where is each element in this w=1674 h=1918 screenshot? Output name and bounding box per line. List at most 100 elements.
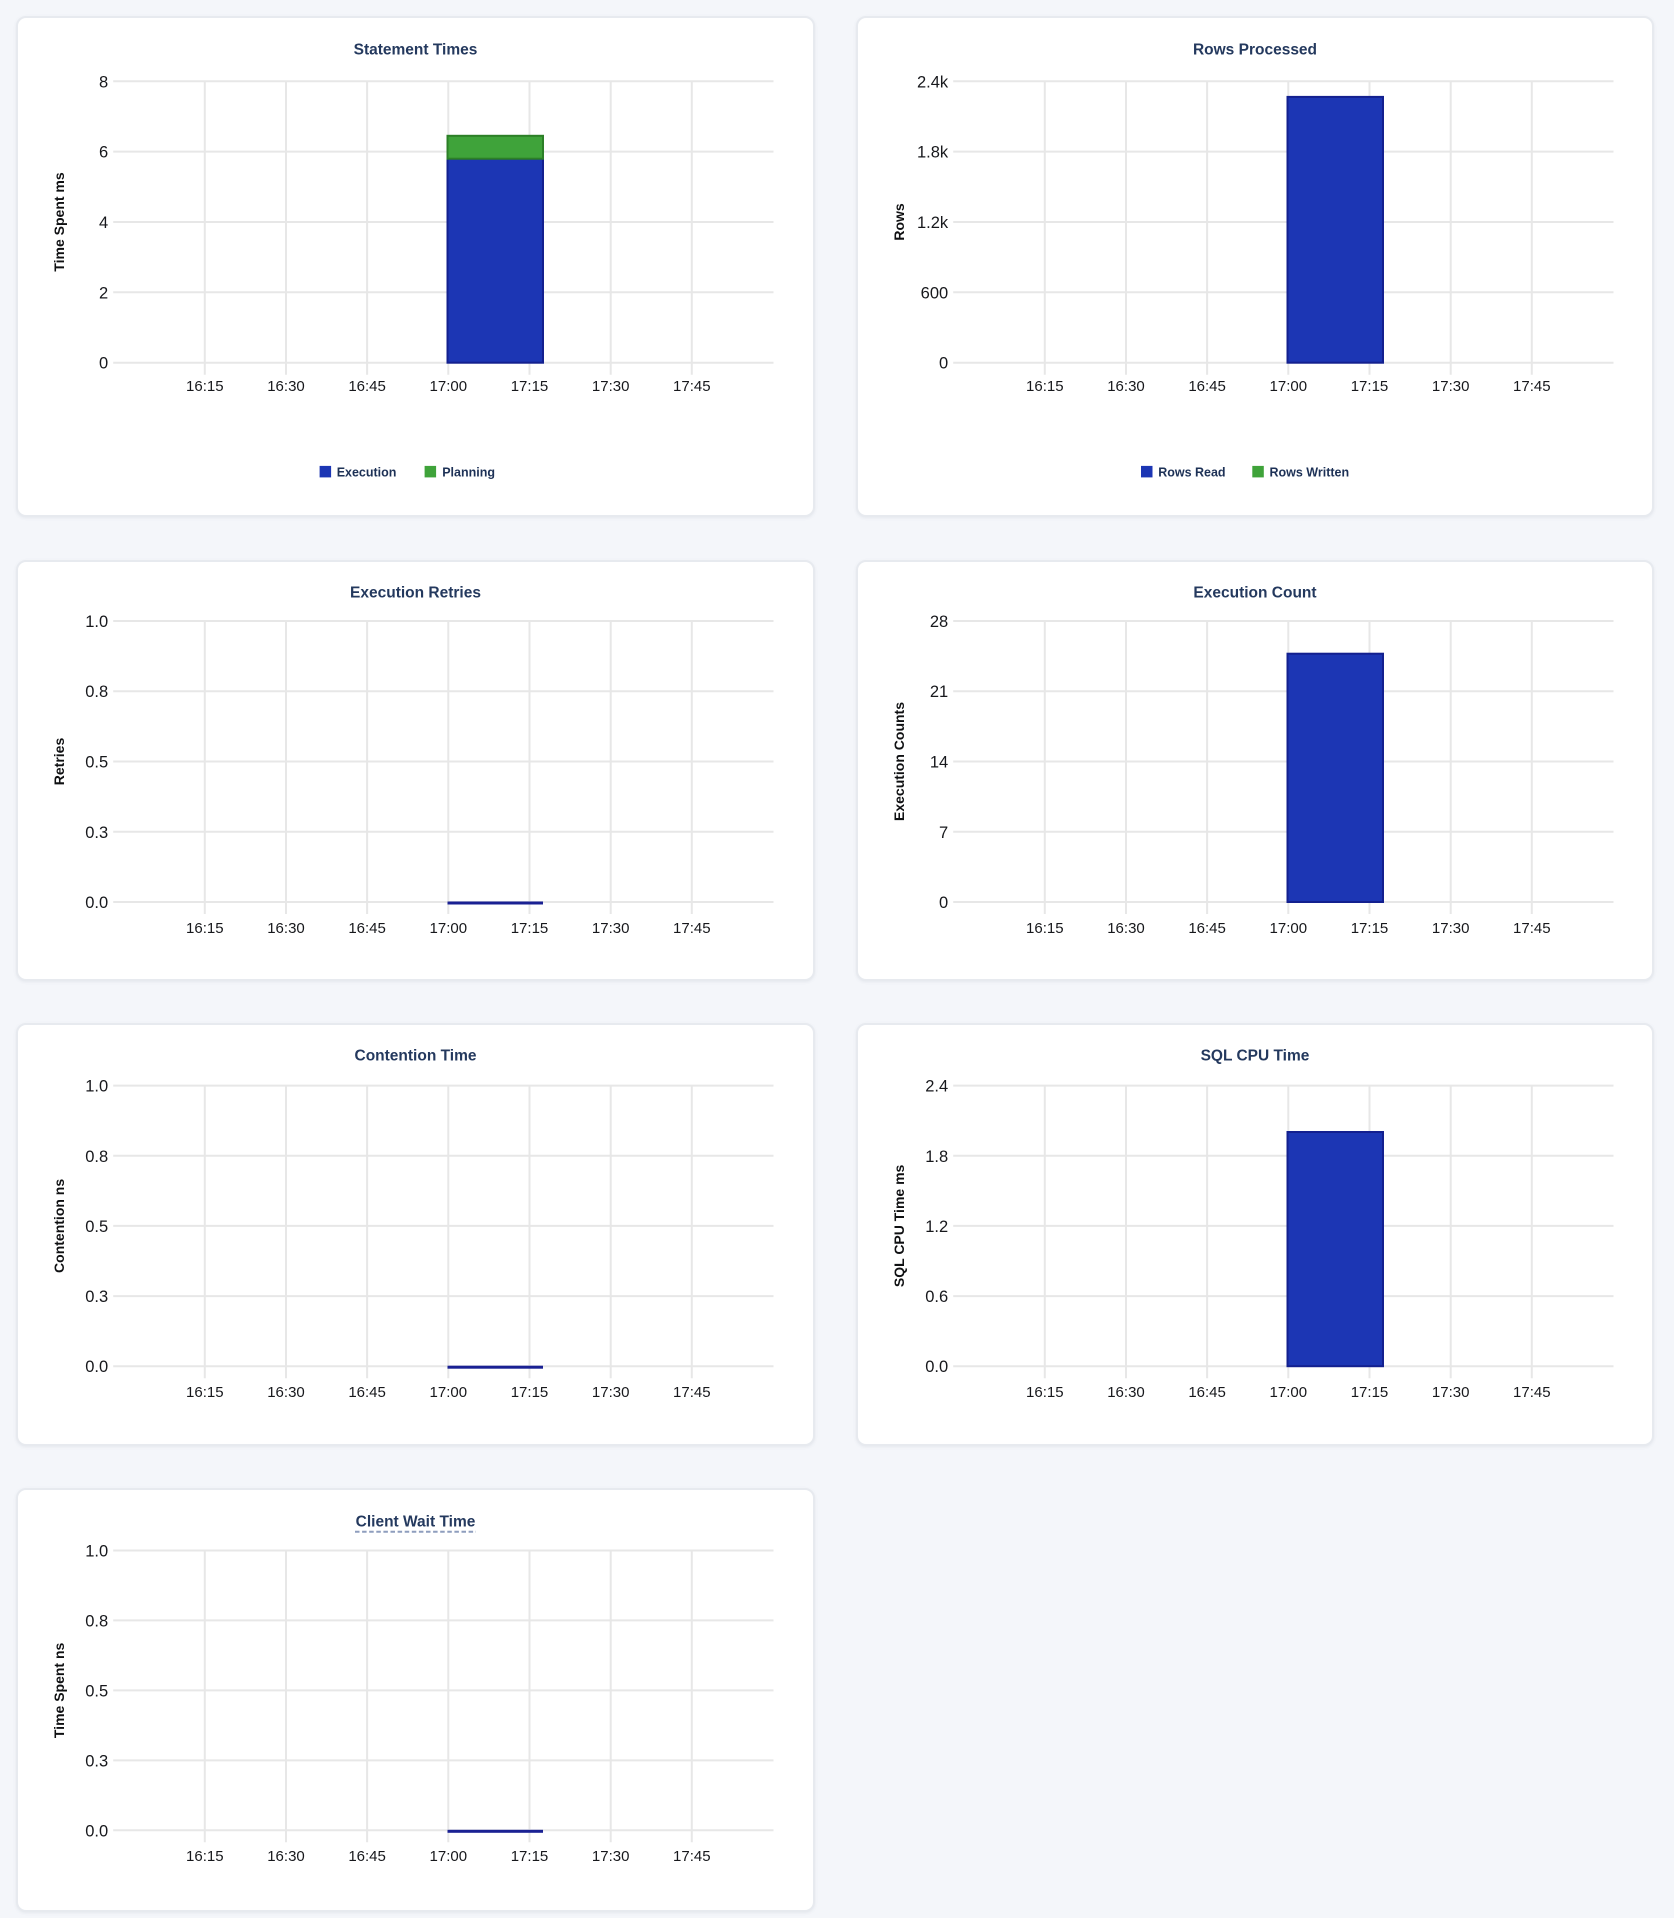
svg-text:17:15: 17:15: [1351, 920, 1389, 937]
svg-text:6: 6: [99, 144, 108, 162]
svg-text:0.5: 0.5: [85, 754, 108, 772]
svg-text:16:30: 16:30: [267, 1848, 305, 1865]
svg-text:Execution Count: Execution Count: [1193, 584, 1316, 601]
svg-text:17:30: 17:30: [1432, 920, 1470, 937]
svg-text:2.4k: 2.4k: [917, 73, 949, 91]
svg-text:17:00: 17:00: [1270, 920, 1308, 937]
svg-text:16:15: 16:15: [186, 1384, 224, 1401]
svg-text:17:15: 17:15: [511, 378, 549, 395]
svg-text:0.0: 0.0: [925, 1358, 948, 1376]
svg-text:17:15: 17:15: [511, 1848, 549, 1865]
svg-text:17:00: 17:00: [430, 920, 468, 937]
svg-text:16:45: 16:45: [348, 378, 386, 395]
svg-text:16:45: 16:45: [1188, 1384, 1226, 1401]
svg-text:17:30: 17:30: [1432, 1384, 1470, 1401]
svg-text:17:15: 17:15: [511, 920, 549, 937]
svg-text:17:00: 17:00: [1270, 1384, 1308, 1401]
svg-text:16:15: 16:15: [186, 1848, 224, 1865]
svg-text:16:15: 16:15: [186, 920, 224, 937]
svg-text:17:45: 17:45: [1513, 1384, 1551, 1401]
svg-text:0.8: 0.8: [85, 1612, 108, 1630]
svg-text:17:45: 17:45: [673, 378, 711, 395]
svg-text:16:30: 16:30: [1107, 378, 1145, 395]
svg-text:1.0: 1.0: [85, 613, 108, 631]
svg-text:0.3: 0.3: [85, 1752, 108, 1770]
svg-text:17:30: 17:30: [592, 1384, 630, 1401]
svg-text:17:45: 17:45: [1513, 920, 1551, 937]
svg-text:4: 4: [99, 214, 108, 232]
svg-text:Retries: Retries: [51, 738, 67, 786]
svg-text:Rows Written: Rows Written: [1270, 466, 1350, 480]
svg-text:Time Spent ms: Time Spent ms: [51, 172, 67, 272]
svg-text:16:30: 16:30: [1107, 1384, 1145, 1401]
svg-text:0.0: 0.0: [85, 894, 108, 912]
svg-text:Execution: Execution: [337, 466, 397, 480]
svg-text:17:30: 17:30: [592, 920, 630, 937]
svg-text:17:00: 17:00: [430, 378, 468, 395]
svg-text:SQL CPU Time: SQL CPU Time: [1201, 1048, 1310, 1065]
svg-text:Time Spent ns: Time Spent ns: [51, 1642, 67, 1738]
svg-text:17:15: 17:15: [511, 1384, 549, 1401]
svg-text:0.0: 0.0: [85, 1822, 108, 1840]
svg-text:8: 8: [99, 73, 108, 91]
svg-text:Execution Retries: Execution Retries: [350, 584, 481, 601]
svg-text:Planning: Planning: [442, 466, 495, 480]
svg-text:0: 0: [99, 355, 108, 373]
svg-text:Contention Time: Contention Time: [355, 1048, 477, 1065]
svg-text:28: 28: [930, 613, 948, 631]
svg-text:Rows Processed: Rows Processed: [1193, 42, 1317, 59]
svg-text:16:45: 16:45: [1188, 920, 1226, 937]
svg-text:17:30: 17:30: [592, 378, 630, 395]
svg-text:17:45: 17:45: [1513, 378, 1551, 395]
svg-text:17:45: 17:45: [673, 1384, 711, 1401]
svg-text:1.8k: 1.8k: [917, 144, 949, 162]
svg-text:17:00: 17:00: [430, 1848, 468, 1865]
svg-text:Statement Times: Statement Times: [354, 42, 478, 59]
svg-text:17:45: 17:45: [673, 920, 711, 937]
svg-text:16:45: 16:45: [1188, 378, 1226, 395]
svg-text:Execution Counts: Execution Counts: [891, 702, 907, 821]
svg-text:14: 14: [930, 754, 948, 772]
svg-text:7: 7: [939, 824, 948, 842]
svg-text:17:45: 17:45: [673, 1848, 711, 1865]
svg-text:21: 21: [930, 683, 948, 701]
svg-text:16:15: 16:15: [1026, 378, 1064, 395]
svg-text:0.5: 0.5: [85, 1218, 108, 1236]
svg-text:1.8: 1.8: [925, 1148, 948, 1166]
svg-text:0: 0: [939, 355, 948, 373]
svg-text:17:30: 17:30: [592, 1848, 630, 1865]
svg-text:16:15: 16:15: [186, 378, 224, 395]
svg-text:0: 0: [939, 894, 948, 912]
svg-text:Contention ns: Contention ns: [51, 1179, 67, 1273]
svg-text:1.0: 1.0: [85, 1543, 108, 1561]
svg-text:0.3: 0.3: [85, 1288, 108, 1306]
svg-text:17:30: 17:30: [1432, 378, 1470, 395]
svg-text:16:30: 16:30: [267, 1384, 305, 1401]
svg-text:1.2k: 1.2k: [917, 214, 949, 232]
svg-text:0.8: 0.8: [85, 1148, 108, 1166]
svg-text:16:15: 16:15: [1026, 920, 1064, 937]
svg-text:16:45: 16:45: [348, 1384, 386, 1401]
svg-text:17:15: 17:15: [1351, 378, 1389, 395]
svg-text:0.6: 0.6: [925, 1288, 948, 1306]
svg-text:SQL CPU Time ms: SQL CPU Time ms: [891, 1164, 907, 1287]
svg-text:2.4: 2.4: [925, 1078, 948, 1096]
svg-text:16:30: 16:30: [267, 920, 305, 937]
svg-text:17:15: 17:15: [1351, 1384, 1389, 1401]
svg-text:16:30: 16:30: [267, 378, 305, 395]
svg-text:600: 600: [921, 284, 949, 302]
svg-text:2: 2: [99, 284, 108, 302]
svg-text:16:45: 16:45: [348, 920, 386, 937]
svg-text:0.0: 0.0: [85, 1358, 108, 1376]
svg-text:16:30: 16:30: [1107, 920, 1145, 937]
svg-text:16:45: 16:45: [348, 1848, 386, 1865]
svg-text:0.5: 0.5: [85, 1682, 108, 1700]
svg-text:17:00: 17:00: [1270, 378, 1308, 395]
svg-text:1.2: 1.2: [925, 1218, 948, 1236]
svg-text:0.3: 0.3: [85, 824, 108, 842]
svg-text:Rows Read: Rows Read: [1158, 466, 1225, 480]
svg-text:Rows: Rows: [891, 203, 907, 241]
svg-text:Client Wait Time: Client Wait Time: [356, 1513, 476, 1530]
svg-text:0.8: 0.8: [85, 683, 108, 701]
svg-text:17:00: 17:00: [430, 1384, 468, 1401]
